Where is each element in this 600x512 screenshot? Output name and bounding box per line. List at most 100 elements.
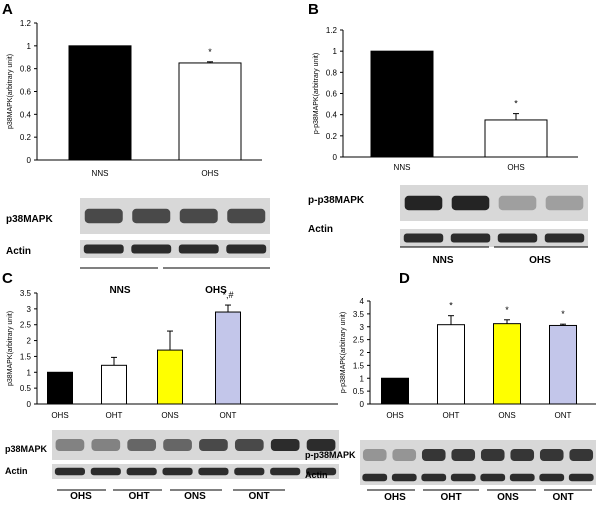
- significance-mark-b: *: [514, 99, 518, 109]
- actin-band-b: [497, 233, 538, 243]
- protein-band-c: [234, 439, 264, 451]
- y-tick-label-b: 1.2: [326, 26, 338, 35]
- actin-background-d: [360, 470, 596, 485]
- actin-band-d: [421, 473, 447, 482]
- blot-label-d: p-p38MAPK: [305, 450, 356, 460]
- actin-label-c: Actin: [5, 466, 28, 476]
- category-label-c: ONT: [220, 411, 237, 420]
- actin-band-c: [54, 467, 86, 476]
- y-tick-label-d: 3.5: [353, 310, 365, 319]
- y-tick-label-a: 0: [27, 156, 32, 165]
- bar-b-nns: [370, 50, 434, 158]
- group-label-a: NNS: [109, 285, 130, 296]
- category-label-a: NNS: [92, 169, 109, 178]
- y-tick-label-c: 1: [27, 368, 32, 377]
- actin-band-c: [234, 467, 265, 476]
- actin-band-d: [362, 473, 388, 482]
- category-label-c: OHT: [106, 411, 123, 420]
- y-axis-label-d: p-p38MAPK(arbitrary unit): [340, 312, 347, 393]
- y-tick-label-d: 1.5: [353, 361, 365, 370]
- y-tick-label-d: 0.5: [353, 387, 365, 396]
- protein-band-d: [392, 449, 417, 461]
- y-tick-label-c: 2: [27, 337, 32, 346]
- y-tick-label-d: 4: [360, 297, 365, 306]
- y-axis-label-a: p38MAPK(arbitrary unit): [7, 54, 14, 129]
- actin-band-d: [568, 473, 594, 482]
- actin-label-d: Actin: [305, 470, 328, 480]
- bar-c-oht: [101, 364, 127, 405]
- y-tick-label-c: 1.5: [20, 352, 32, 361]
- y-tick-label-d: 3: [360, 323, 365, 332]
- actin-band-d: [450, 473, 476, 482]
- y-tick-label-b: 0.2: [326, 132, 338, 141]
- group-label-a: OHS: [205, 285, 227, 296]
- category-label-b: OHS: [507, 163, 524, 172]
- significance-mark-a: *: [208, 47, 212, 57]
- protein-band-b: [404, 195, 443, 211]
- y-tick-label-c: 3.5: [20, 289, 32, 298]
- group-label-c: ONT: [248, 491, 269, 502]
- y-tick-label-a: 1: [27, 42, 32, 51]
- actin-band-d: [539, 473, 565, 482]
- significance-mark-d: *: [505, 305, 509, 315]
- actin-band-b: [450, 233, 491, 243]
- protein-band-c: [163, 439, 192, 451]
- bar-a-ohs: [178, 62, 242, 161]
- panel-letter-c: C: [2, 270, 13, 287]
- y-tick-label-a: 0.8: [20, 65, 32, 74]
- protein-band-c: [199, 439, 228, 451]
- y-tick-label-a: 0.4: [20, 110, 32, 119]
- actin-band-d: [480, 473, 506, 482]
- y-tick-label-b: 1: [333, 47, 338, 56]
- group-label-c: OHT: [128, 491, 149, 502]
- actin-band-b: [544, 233, 585, 243]
- actin-band-c: [270, 467, 301, 476]
- y-axis-label-b: p-p38MAPK(arbitrary unit): [313, 53, 320, 134]
- y-tick-label-c: 3: [27, 305, 32, 314]
- actin-band-c: [126, 467, 157, 476]
- bar-c-ont: [215, 311, 241, 405]
- y-tick-label-a: 0.6: [20, 88, 32, 97]
- y-tick-label-d: 2.5: [353, 336, 365, 345]
- group-label-d: OHT: [440, 492, 461, 503]
- y-tick-label-d: 2: [360, 349, 365, 358]
- protein-band-d: [480, 449, 505, 461]
- y-tick-label-b: 0.4: [326, 111, 338, 120]
- group-label-b: NNS: [432, 255, 453, 266]
- bar-d-oht: [437, 324, 465, 405]
- y-tick-label-a: 1.2: [20, 19, 32, 28]
- protein-band-b: [498, 195, 537, 211]
- actin-band-c: [198, 467, 229, 476]
- protein-band-c: [306, 439, 336, 451]
- actin-band-b: [403, 233, 444, 243]
- y-tick-label-a: 0.2: [20, 133, 32, 142]
- blot-label-c: p38MAPK: [5, 444, 48, 454]
- group-label-b: OHS: [529, 255, 551, 266]
- protein-band-d: [539, 449, 564, 461]
- bar-c-ons: [157, 349, 183, 405]
- actin-band-a: [226, 244, 267, 254]
- protein-band-c: [55, 439, 85, 451]
- y-tick-label-c: 0: [27, 400, 32, 409]
- category-label-d: OHS: [386, 411, 403, 420]
- bar-b-ohs: [484, 119, 548, 158]
- group-label-d: OHS: [384, 492, 406, 503]
- protein-band-d: [510, 449, 535, 461]
- actin-band-a: [83, 244, 124, 254]
- panel-letter-b: B: [308, 1, 319, 18]
- group-label-c: ONS: [184, 491, 206, 502]
- bar-d-ont: [549, 324, 577, 405]
- protein-band-b: [451, 195, 490, 211]
- category-label-b: NNS: [394, 163, 411, 172]
- blot-label-b: p-p38MAPK: [308, 195, 365, 206]
- protein-band-d: [362, 449, 387, 461]
- y-tick-label-b: 0: [333, 153, 338, 162]
- category-label-d: ONT: [555, 411, 572, 420]
- protein-band-a: [227, 208, 266, 224]
- actin-band-d: [391, 473, 417, 482]
- group-label-d: ONT: [552, 492, 573, 503]
- category-label-d: ONS: [498, 411, 515, 420]
- y-tick-label-b: 0.8: [326, 68, 338, 77]
- y-tick-label-d: 1: [360, 374, 365, 383]
